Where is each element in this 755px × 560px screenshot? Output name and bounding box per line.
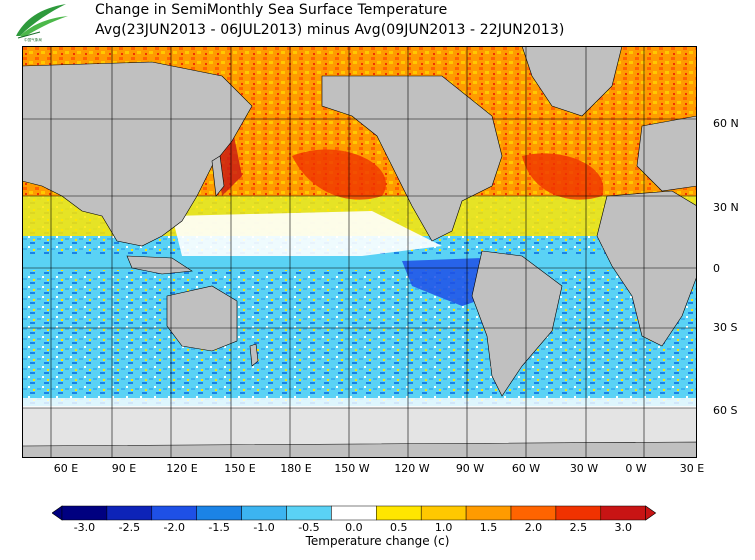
colorbar-tick-label: 2.0 (524, 521, 543, 534)
colorbar-tick-label: -0.5 (298, 521, 320, 534)
lat-label-30s: 30 S (713, 321, 738, 334)
colorbar-units-label: Temperature change (c) (305, 534, 450, 548)
colorbar-tick-label: 0.0 (345, 521, 363, 534)
colorbar-cell (600, 505, 646, 521)
colorbar-tick-label: 3.0 (614, 521, 633, 534)
lon-label: 0 W (625, 462, 647, 475)
colorbar-tick-label: -2.0 (163, 521, 185, 534)
logo-text: 中国气象局 (24, 37, 42, 42)
colorbar-tick-label: 1.0 (434, 521, 453, 534)
colorbar-cell (286, 505, 332, 521)
lon-label: 60 W (511, 462, 541, 475)
lat-label-equator: 0 (713, 262, 720, 275)
lat-label-60n: 60 N (713, 117, 739, 130)
lon-label: 150 E (224, 462, 256, 475)
colorbar-tick-label: -2.5 (118, 521, 141, 534)
lon-label: 30 W (569, 462, 599, 475)
colorbar-cell (420, 505, 467, 521)
map-title: Change in SemiMonthly Sea Surface Temper… (95, 2, 448, 18)
colorbar-cell (241, 505, 287, 521)
land (22, 46, 697, 458)
colorbar-cell (555, 505, 602, 521)
graticule (22, 46, 697, 458)
lat-label-30n: 30 N (713, 201, 739, 214)
colorbar-tick-label: -1.0 (253, 521, 275, 534)
colorbar (52, 505, 657, 521)
map-border (22, 46, 697, 458)
colorbar-cell (106, 505, 153, 521)
colorbar-arrow-left (52, 505, 63, 521)
leaf-logo-icon (16, 4, 68, 39)
colorbar-cell (196, 505, 242, 521)
colorbar-tick-label: -3.0 (73, 521, 96, 534)
lon-label: 150 W (334, 462, 370, 475)
colorbar-tick-label: 2.5 (569, 521, 588, 534)
colorbar-cell (61, 505, 108, 521)
colorbar-cell (465, 505, 512, 521)
lon-label: 90 E (111, 462, 137, 475)
lon-label: 90 W (455, 462, 485, 475)
lat-label-60s: 60 S (713, 404, 738, 417)
colorbar-tick-label: -1.5 (208, 521, 230, 534)
colorbar-cell (510, 505, 557, 521)
lon-label: 30 E (679, 462, 705, 475)
colorbar-cell (151, 505, 197, 521)
colorbar-tick-label: 0.5 (390, 521, 408, 534)
colorbar-cell (376, 505, 422, 521)
logo: 中国气象局 (16, 4, 68, 42)
colorbar-tick-label: 1.5 (479, 521, 498, 534)
sst-change-map (22, 46, 697, 458)
map-subtitle: Avg(23JUN2013 - 06JUL2013) minus Avg(09J… (95, 22, 565, 38)
colorbar-arrow-right (645, 505, 657, 521)
colorbar-cell (331, 505, 377, 521)
lon-label: 60 E (53, 462, 79, 475)
lon-label: 120 W (394, 462, 430, 475)
lon-label: 120 E (166, 462, 198, 475)
lon-label: 180 E (280, 462, 312, 475)
